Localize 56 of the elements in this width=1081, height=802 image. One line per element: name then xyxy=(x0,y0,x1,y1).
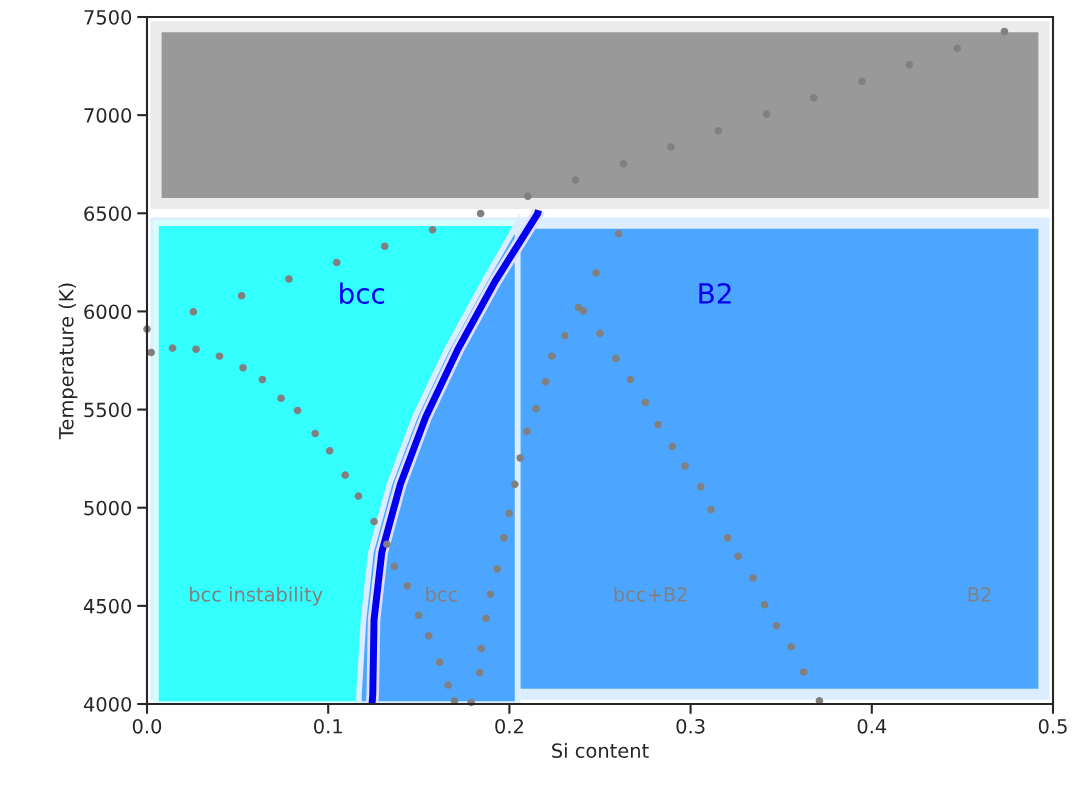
point xyxy=(571,176,580,184)
point xyxy=(760,601,769,609)
point xyxy=(561,331,569,340)
x-tick-label: 0.0 xyxy=(132,718,162,734)
y-tick-label: 5500 xyxy=(84,402,132,418)
point xyxy=(523,427,531,436)
point xyxy=(668,442,677,451)
point xyxy=(524,192,532,201)
point xyxy=(749,574,757,582)
point xyxy=(714,127,723,135)
point xyxy=(696,482,705,491)
point xyxy=(953,44,961,53)
point xyxy=(723,533,732,542)
point xyxy=(612,354,620,363)
point xyxy=(592,269,600,277)
point xyxy=(667,143,675,151)
point xyxy=(579,307,588,315)
annotation: B2 xyxy=(699,282,731,304)
x-tick-label: 0.5 xyxy=(1038,718,1067,734)
point xyxy=(1000,27,1009,36)
point xyxy=(681,462,689,470)
point xyxy=(799,668,808,676)
point xyxy=(476,209,485,218)
y-tick-label: 4500 xyxy=(83,598,132,614)
y-tick-label: 6000 xyxy=(84,304,132,320)
x-axis-title: Si content xyxy=(552,742,649,759)
x-tick-label: 0.3 xyxy=(676,718,705,734)
annotation: bcc+B2 xyxy=(614,586,687,602)
point xyxy=(734,552,742,561)
point xyxy=(905,60,914,69)
point xyxy=(626,375,635,384)
y-axis-title: Temperature (K) xyxy=(58,283,78,440)
point xyxy=(707,505,715,514)
point xyxy=(858,77,866,86)
point xyxy=(772,621,781,630)
x-tick-label: 0.4 xyxy=(857,718,887,734)
y-tick-label: 5000 xyxy=(84,500,132,516)
y-tick-label: 6500 xyxy=(84,206,132,221)
point xyxy=(548,352,556,360)
annotation: B2 xyxy=(968,587,991,602)
y-tick-label: 4000 xyxy=(83,696,132,712)
x-tick-label: 0.1 xyxy=(314,718,342,734)
point xyxy=(596,329,604,338)
point xyxy=(654,420,662,429)
point xyxy=(532,404,540,413)
y-tick-label: 7500 xyxy=(84,9,132,25)
x-tick-label: 0.2 xyxy=(495,718,523,734)
point xyxy=(541,378,550,386)
point xyxy=(614,229,623,238)
point xyxy=(810,94,818,102)
point xyxy=(787,642,795,651)
point xyxy=(762,110,771,118)
point xyxy=(147,348,155,357)
point xyxy=(619,160,628,168)
point xyxy=(641,398,650,407)
y-tick-label: 7000 xyxy=(84,108,132,123)
